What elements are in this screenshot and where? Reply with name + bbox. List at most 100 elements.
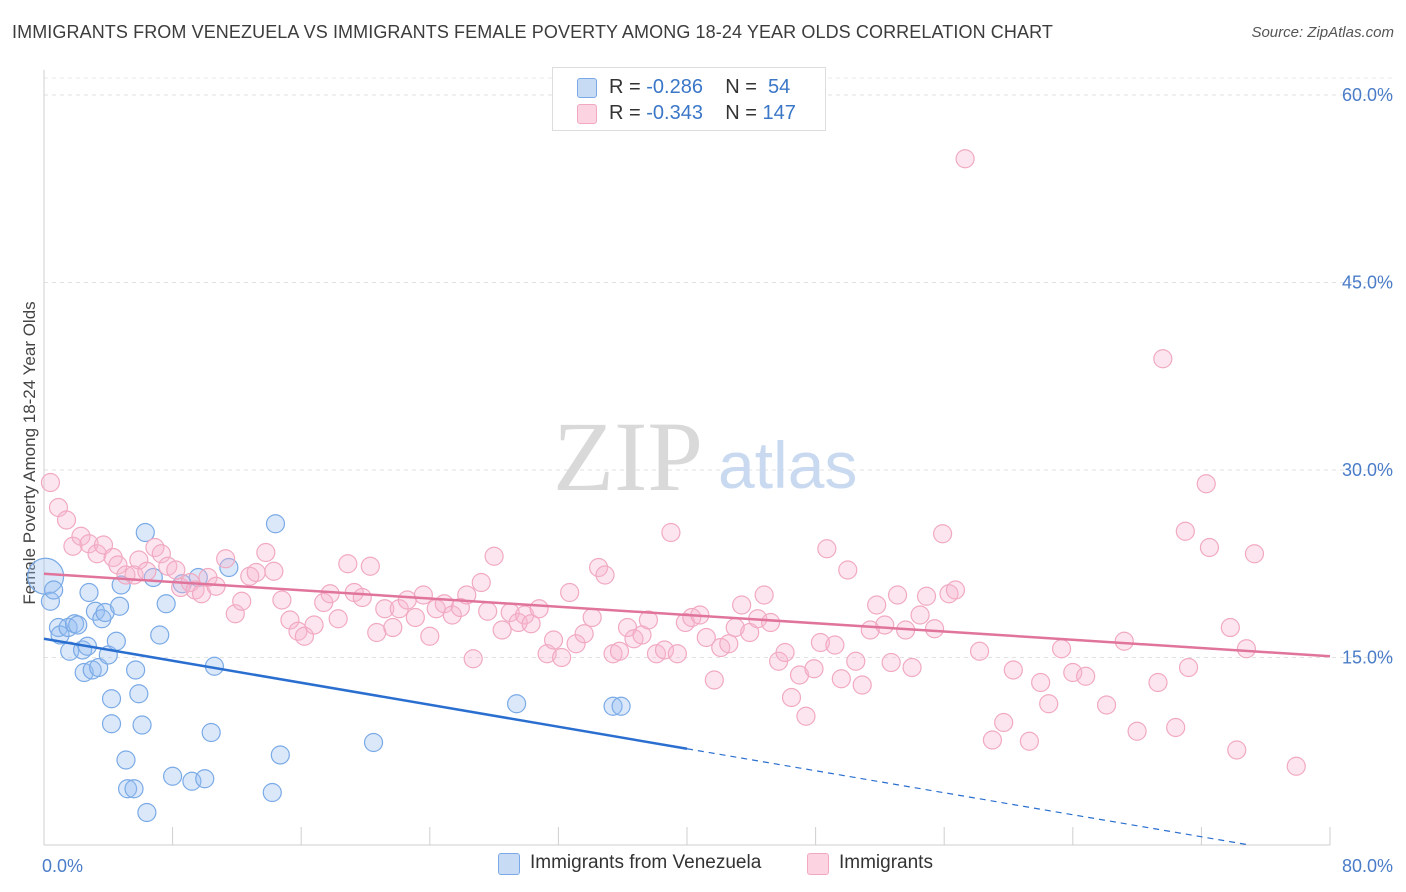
y-tick-label: 30.0%: [1342, 460, 1393, 480]
data-point-immigrants: [595, 565, 615, 585]
data-point-immigrants: [1127, 721, 1147, 741]
data-point-immigrants: [420, 626, 440, 646]
watermark-zip: ZIP: [553, 401, 703, 512]
data-point-immigrants: [246, 562, 266, 583]
data-point-immigrants: [352, 587, 372, 608]
trend-lines: [43, 572, 1331, 846]
data-point-immigrants: [360, 556, 380, 576]
data-point-immigrants: [810, 632, 831, 653]
data-point-immigrants: [969, 641, 990, 661]
trend-line-venezuela: [43, 637, 688, 750]
data-point-venezuela: [132, 715, 152, 735]
data-point-immigrants: [280, 610, 300, 630]
data-point-venezuela: [95, 602, 115, 623]
data-point-immigrants: [304, 615, 324, 635]
chart-title: IMMIGRANTS FROM VENEZUELA VS IMMIGRANTS …: [12, 22, 1053, 42]
data-point-venezuela: [85, 601, 106, 621]
data-point-immigrants: [638, 610, 659, 630]
data-point-immigrants: [817, 539, 837, 559]
data-point-immigrants: [397, 590, 417, 610]
data-point-venezuela: [109, 596, 130, 616]
data-point-venezuela: [48, 617, 69, 638]
data-point-immigrants: [661, 522, 681, 543]
x-tick-label: 0.0%: [42, 856, 83, 876]
data-point-immigrants: [588, 557, 609, 578]
data-point-immigrants: [484, 546, 504, 566]
data-point-immigrants: [867, 595, 887, 615]
axes: [43, 70, 1331, 846]
data-point-immigrants: [1199, 537, 1220, 558]
y-tick-label: 60.0%: [1342, 85, 1393, 105]
data-point-immigrants: [543, 630, 564, 650]
data-point-immigrants: [667, 644, 687, 664]
data-point-immigrants: [1051, 639, 1072, 659]
data-point-immigrants: [383, 617, 403, 638]
data-point-immigrants: [1019, 731, 1039, 751]
trend-line-immigrants: [43, 572, 1331, 658]
data-point-immigrants: [375, 599, 395, 619]
data-point-venezuela: [68, 615, 88, 635]
data-point-immigrants: [754, 585, 774, 605]
data-point-venezuela: [111, 575, 131, 595]
data-point-immigrants: [1153, 349, 1173, 369]
data-point-venezuela: [507, 694, 527, 714]
data-point-immigrants: [560, 582, 580, 603]
y-tick-label: 15.0%: [1342, 648, 1393, 668]
data-point-immigrants: [40, 472, 61, 493]
legend-swatch-pink: [807, 853, 829, 875]
legend-n-label: N =: [725, 76, 757, 98]
data-point-immigrants: [838, 560, 858, 580]
data-point-immigrants: [529, 599, 549, 619]
data-point-immigrants: [232, 591, 252, 611]
data-point-venezuela: [195, 769, 215, 789]
data-point-immigrants: [924, 619, 945, 639]
data-point-immigrants: [1003, 660, 1023, 680]
data-point-venezuela: [101, 714, 122, 734]
data-point-immigrants: [955, 149, 975, 169]
data-point-venezuela: [262, 782, 282, 803]
data-point-immigrants: [492, 620, 512, 640]
data-point-venezuela: [265, 514, 286, 534]
data-point-immigrants: [413, 585, 433, 605]
data-point-venezuela: [126, 660, 146, 680]
data-point-immigrants: [1244, 544, 1265, 564]
data-point-immigrants: [682, 607, 702, 628]
data-point-immigrants: [108, 555, 128, 575]
legend-label-immigrants: Immigrants: [839, 852, 933, 873]
data-point-venezuela: [137, 802, 157, 823]
data-point-immigrants: [887, 585, 908, 605]
data-point-immigrants: [216, 549, 236, 569]
data-point-immigrants: [463, 649, 483, 669]
data-point-immigrants: [264, 561, 284, 581]
data-point-immigrants: [902, 657, 922, 678]
data-point-immigrants: [654, 640, 675, 660]
data-point-immigrants: [478, 601, 498, 621]
data-point-immigrants: [846, 651, 866, 671]
source-credit: Source: ZipAtlas.com: [1251, 24, 1394, 41]
data-point-venezuela: [201, 722, 221, 743]
data-point-immigrants: [442, 605, 462, 625]
data-point-immigrants: [1148, 672, 1168, 693]
data-point-venezuela: [129, 684, 149, 704]
data-point-immigrants: [781, 687, 802, 708]
data-point-immigrants: [719, 634, 739, 654]
data-point-immigrants: [1166, 717, 1186, 738]
data-point-immigrants: [137, 561, 157, 581]
data-point-immigrants: [63, 536, 83, 556]
data-point-immigrants: [1096, 695, 1117, 715]
data-point-venezuela: [117, 779, 138, 799]
data-point-immigrants: [696, 627, 716, 648]
data-point-immigrants: [471, 572, 491, 593]
data-point-venezuela: [363, 732, 384, 753]
data-point-immigrants: [151, 544, 171, 564]
data-point-immigrants: [129, 550, 149, 570]
watermark-atlas: atlas: [718, 428, 857, 502]
data-point-venezuela: [156, 594, 176, 614]
data-point-immigrants: [609, 641, 630, 661]
data-point-immigrants: [552, 647, 572, 668]
data-point-venezuela: [163, 766, 183, 786]
data-point-immigrants: [405, 607, 425, 628]
data-point-immigrants: [166, 560, 186, 580]
data-point-immigrants: [367, 622, 387, 643]
